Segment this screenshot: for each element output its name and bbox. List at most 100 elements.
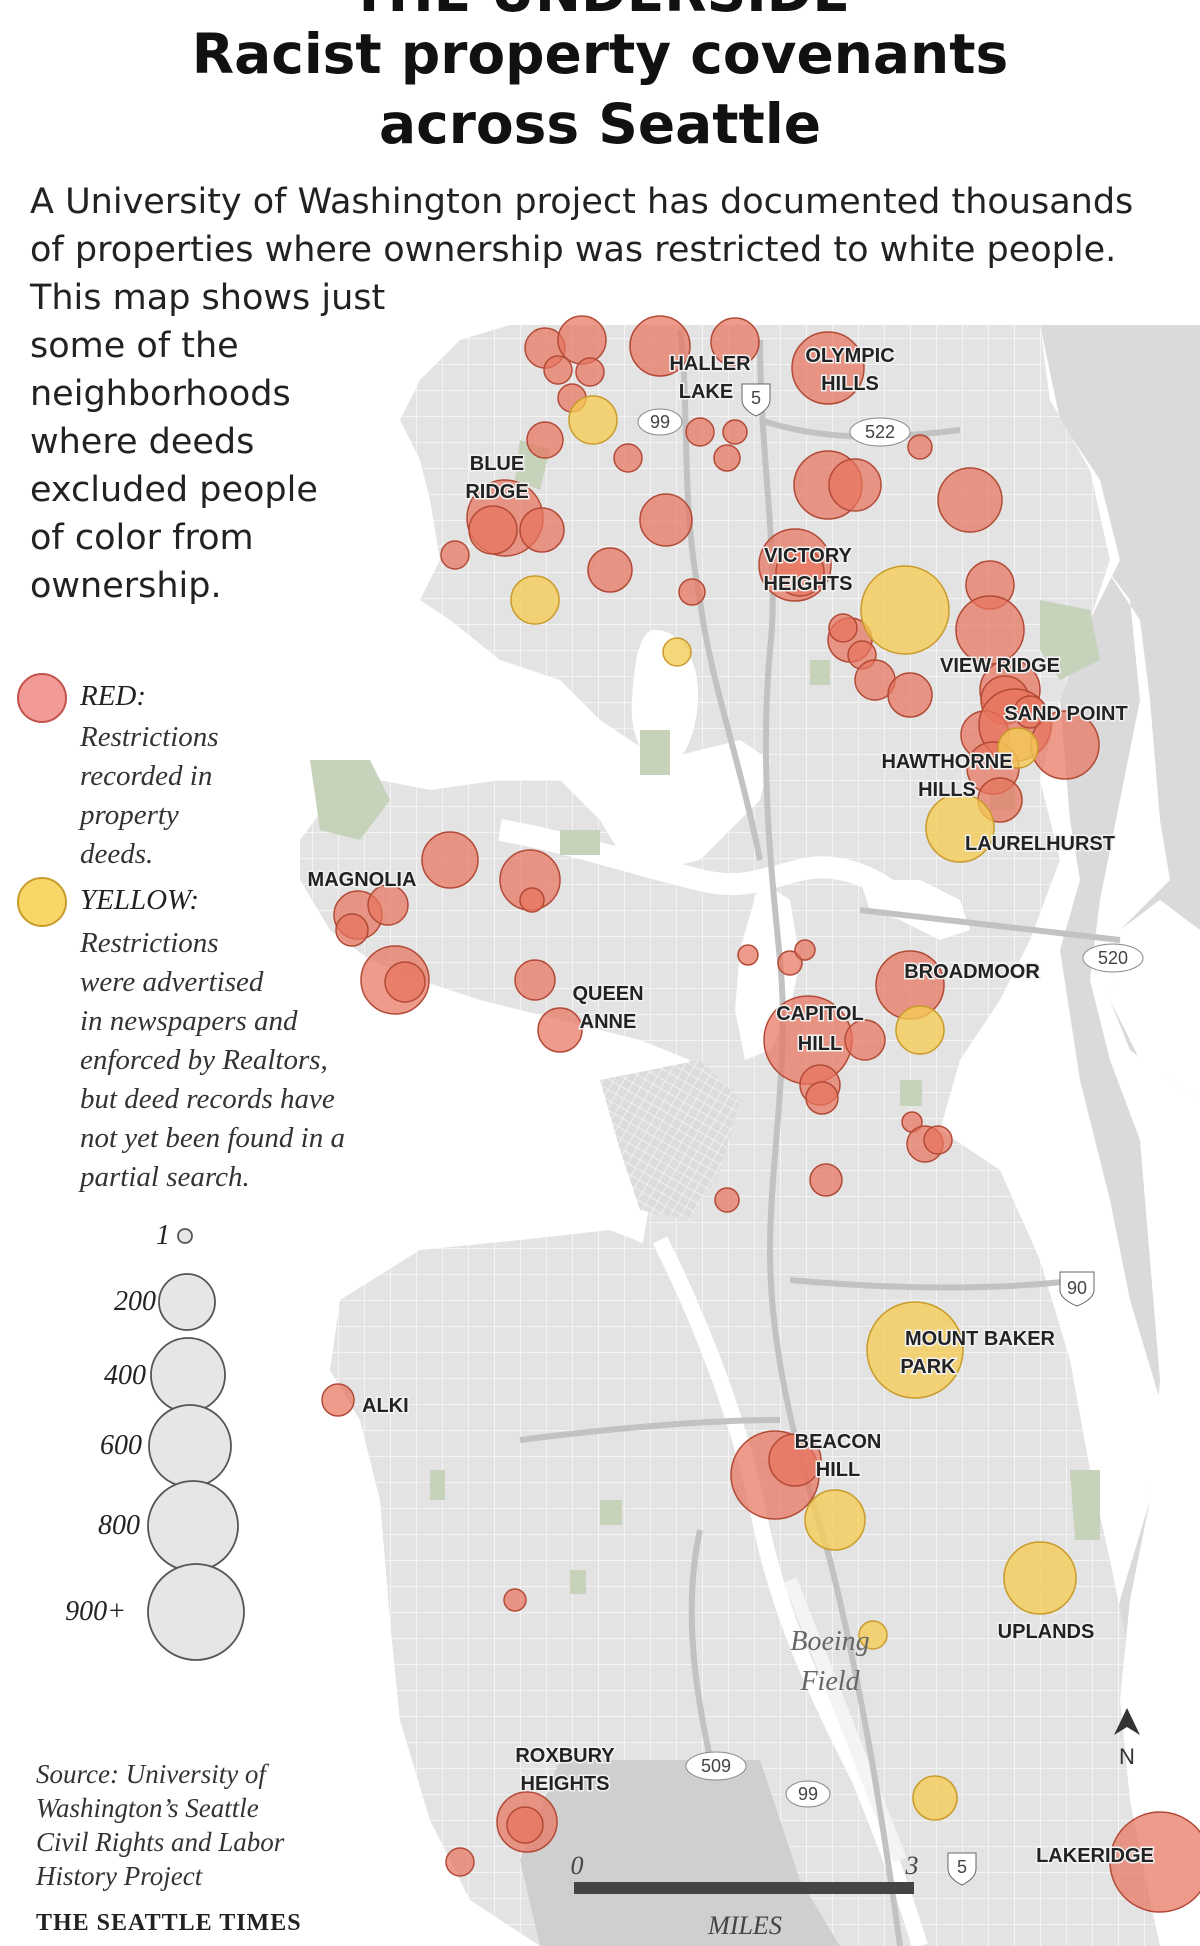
size-label-900: 900+ — [65, 1596, 126, 1627]
red-circle — [445, 1847, 475, 1877]
red-circle — [828, 458, 882, 512]
red-circle — [575, 357, 605, 387]
legend-red-title: RED: — [80, 680, 147, 712]
red-circle — [503, 1588, 527, 1612]
label-olympic: OLYMPIC — [805, 345, 894, 367]
lake-washington — [1090, 560, 1200, 1946]
size-legend — [147, 1228, 245, 1661]
red-circle — [335, 913, 369, 947]
intro-side-line: some of the — [30, 326, 239, 366]
yellow-circle — [510, 575, 560, 625]
intro-side-line: where deeds — [30, 422, 255, 462]
size-label-200: 200 — [114, 1286, 156, 1317]
title-line1: Racist property covenants — [191, 22, 1009, 86]
red-circle — [791, 331, 865, 405]
neighborhood-labels: HALLER LAKE OLYMPIC HILLS BLUE RIDGE VIC… — [306, 344, 1155, 1869]
hwy-5-north: 5 — [741, 383, 771, 417]
yellow-circle — [860, 565, 950, 655]
highway-shields: 99 5 522 520 90 509 99 5 — [637, 383, 1144, 1886]
source-note: Source: University of Washington’s Seatt… — [36, 1759, 285, 1891]
svg-text:5: 5 — [957, 1857, 967, 1877]
label-roxbury-heights: HEIGHTS — [521, 1773, 610, 1795]
label-beacon: BEACON — [795, 1431, 882, 1453]
red-circle — [519, 887, 545, 913]
label-blue: BLUE — [470, 453, 524, 475]
yellow-circle — [912, 1775, 958, 1821]
size-circle-900 — [147, 1563, 245, 1661]
intro-line2: of properties where ownership was restri… — [30, 230, 1117, 270]
svg-text:520: 520 — [1098, 948, 1128, 968]
label-view-ridge: VIEW RIDGE — [940, 655, 1060, 677]
north-arrow: N — [1114, 1708, 1140, 1769]
label-sand-point: SAND POINT — [1004, 703, 1127, 725]
red-circle — [367, 884, 409, 926]
red-circle — [421, 831, 479, 889]
intro-side-line: excluded people — [30, 470, 318, 510]
size-label-1: 1 — [156, 1220, 170, 1251]
red-circle — [805, 1081, 839, 1115]
legend-yellow-title: YELLOW: — [80, 884, 199, 916]
label-haller: HALLER — [669, 353, 751, 375]
label-capitol-hill: HILL — [798, 1033, 842, 1055]
legend-red-circle — [17, 673, 67, 723]
legend-yellow-circle — [17, 877, 67, 927]
intro-line1: A University of Washington project has d… — [30, 182, 1134, 222]
red-circles — [321, 315, 1200, 1913]
label-olympic-hills: HILLS — [821, 373, 879, 395]
size-circle-1 — [177, 1228, 193, 1244]
red-circle — [923, 1125, 953, 1155]
yellow-circle — [895, 1005, 945, 1055]
label-lakeridge: LAKERIDGE — [1036, 1845, 1154, 1867]
red-circle — [506, 1806, 544, 1844]
red-circle — [514, 959, 556, 1001]
red-circle — [955, 595, 1025, 665]
svg-text:3: 3 — [905, 1851, 919, 1880]
red-circle — [844, 1019, 886, 1061]
label-queen: QUEEN — [572, 983, 643, 1005]
kicker: THE UNDERSIDE — [0, 0, 1200, 24]
red-circle — [775, 547, 825, 597]
hwy-520: 520 — [1082, 943, 1144, 973]
svg-text:99: 99 — [650, 412, 670, 432]
svg-text:MILES: MILES — [707, 1911, 782, 1940]
svg-text:0: 0 — [571, 1851, 584, 1880]
red-circle — [737, 944, 759, 966]
red-circle — [440, 540, 470, 570]
red-circle — [587, 547, 633, 593]
red-circle — [384, 961, 426, 1003]
downtown-grid — [600, 1060, 740, 1220]
red-circle — [685, 417, 715, 447]
yellow-circle — [568, 395, 618, 445]
legend-red-text: Restrictions recorded in property deeds. — [80, 721, 219, 870]
red-circle — [722, 419, 748, 445]
red-circle — [713, 444, 741, 472]
svg-text:N: N — [1119, 1744, 1135, 1769]
label-victory-heights: HEIGHTS — [764, 573, 853, 595]
yellow-circle — [804, 1489, 866, 1551]
yellow-circle — [925, 793, 995, 863]
red-circle — [809, 1163, 843, 1197]
size-circle-600 — [148, 1404, 232, 1488]
red-circle — [543, 355, 573, 385]
svg-text:5: 5 — [751, 388, 761, 408]
boeing-label: Boeing — [790, 1626, 869, 1657]
intro-side-line: of color from — [30, 518, 254, 558]
red-circle — [629, 315, 691, 377]
label-uplands: UPLANDS — [998, 1621, 1095, 1643]
red-circle — [321, 1383, 355, 1417]
hwy-99-north: 99 — [637, 408, 683, 436]
hwy-509: 509 — [685, 1751, 747, 1781]
label-beacon-hill: HILL — [816, 1459, 860, 1481]
hwy-5-south: 5 — [947, 1852, 977, 1886]
svg-text:99: 99 — [798, 1784, 818, 1804]
yellow-circle — [866, 1301, 964, 1399]
yellow-circles — [510, 395, 1077, 1821]
title-line2: across Seattle — [378, 92, 821, 156]
intro-side-line: ownership. — [30, 566, 222, 606]
label-magnolia: MAGNOLIA — [308, 869, 417, 891]
red-circle — [710, 317, 760, 367]
red-circle — [794, 939, 816, 961]
label-broadmoor: BROADMOOR — [904, 961, 1040, 983]
red-circle — [519, 507, 565, 553]
legend-yellow-text: Restrictions were advertised in newspape… — [80, 927, 345, 1193]
